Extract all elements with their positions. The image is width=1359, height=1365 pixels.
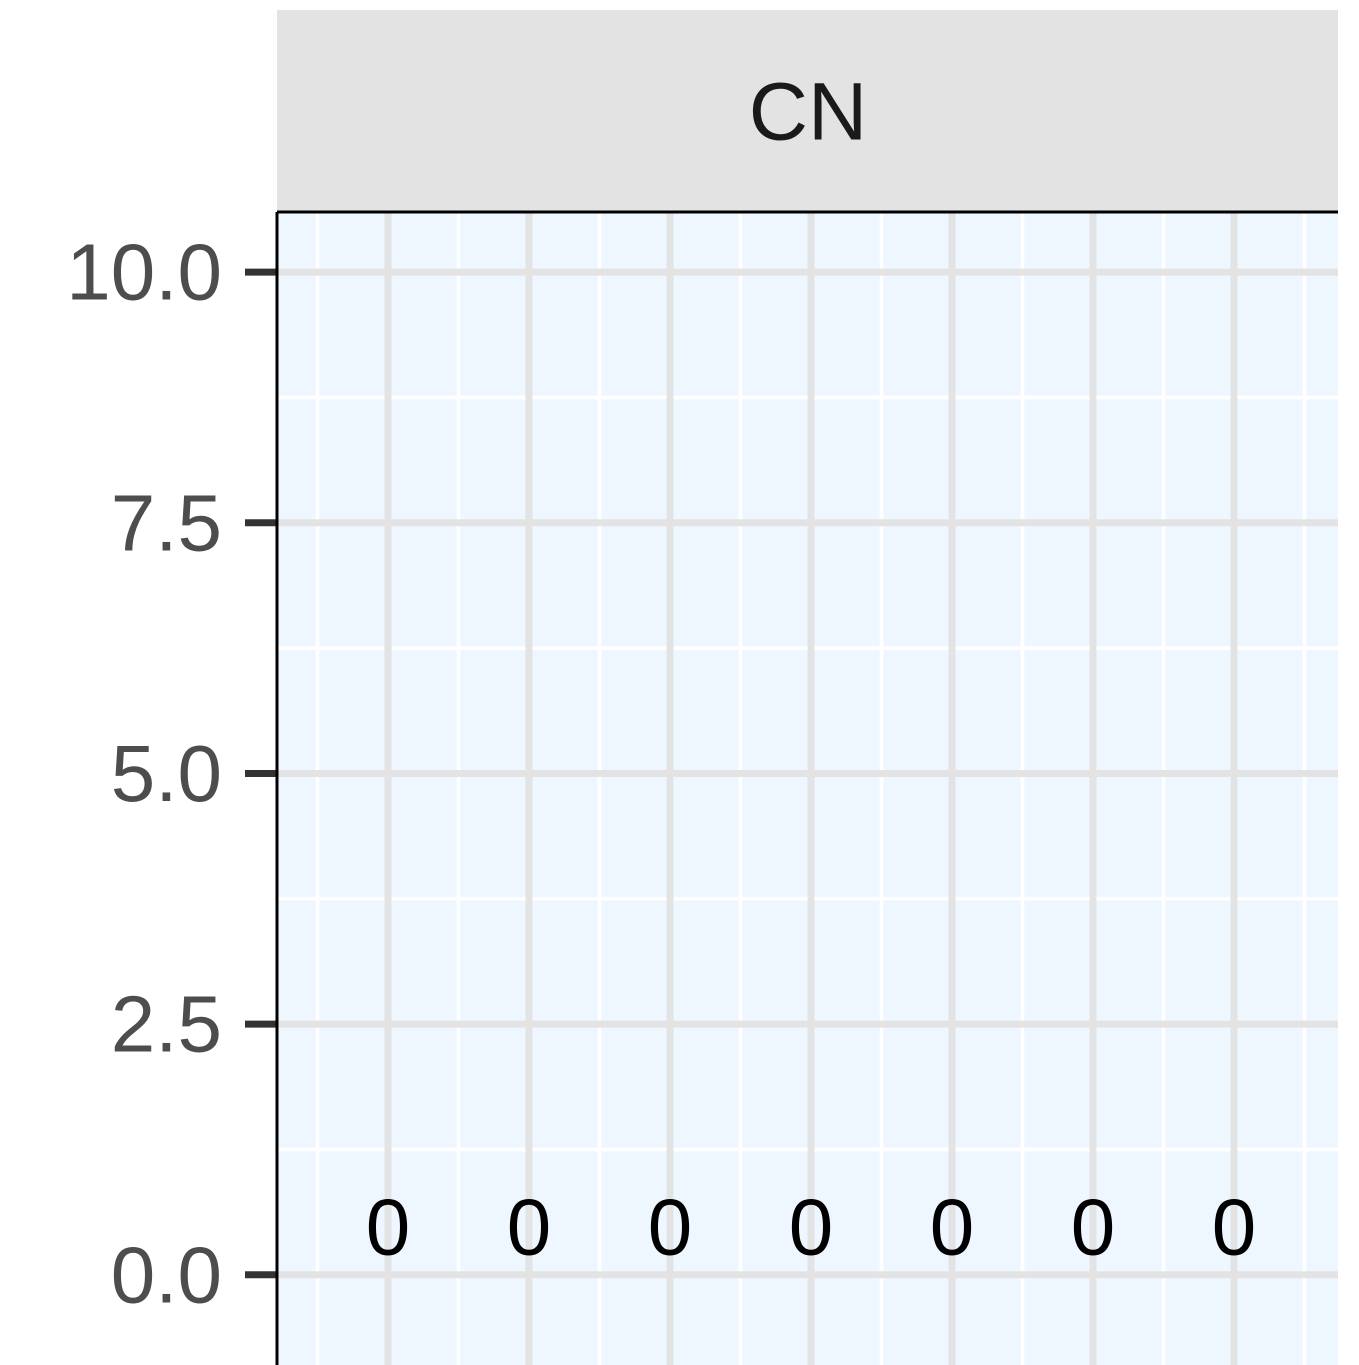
data-label: 0 [1212,1182,1257,1271]
y-tick-label: 7.5 [111,478,222,567]
facet-strip [277,10,1338,212]
data-label: 0 [1071,1182,1116,1271]
data-label: 0 [789,1182,834,1271]
y-tick-label: 2.5 [111,980,222,1069]
y-tick-label: 5.0 [111,729,222,818]
facet-title: CN [749,67,867,158]
data-label: 0 [648,1182,693,1271]
data-label: 0 [507,1182,552,1271]
y-tick-label: 10.0 [66,228,222,317]
data-label: 0 [930,1182,975,1271]
y-tick-label: 0.0 [111,1230,222,1319]
data-label: 0 [366,1182,411,1271]
